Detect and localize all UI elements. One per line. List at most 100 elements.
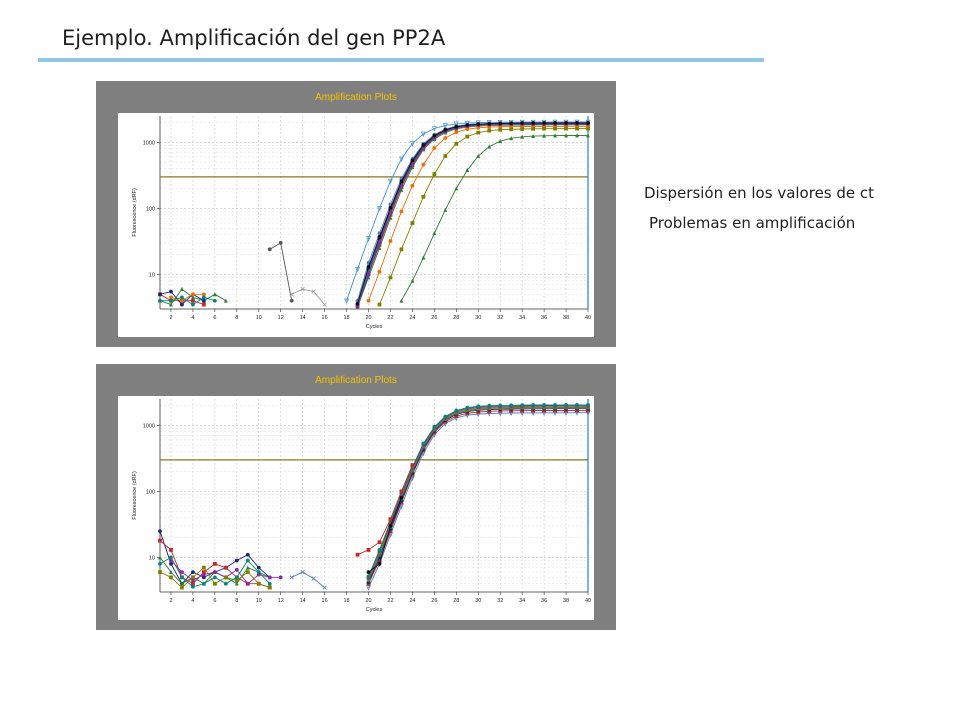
data-point (421, 194, 426, 199)
x-tick-label: 8 (235, 315, 238, 321)
data-point (355, 266, 360, 273)
series-line (379, 128, 588, 305)
data-point (388, 275, 393, 280)
data-point (564, 133, 568, 138)
data-point (158, 292, 162, 297)
data-point (399, 298, 404, 303)
data-point (542, 121, 547, 125)
x-tick-label: 30 (475, 315, 481, 321)
data-point (366, 570, 371, 575)
data-point (366, 265, 371, 269)
data-point (191, 578, 195, 583)
data-point (542, 133, 547, 138)
x-tick-label: 32 (497, 598, 503, 604)
data-point (465, 134, 470, 139)
data-point (289, 292, 294, 297)
data-point (366, 548, 371, 552)
data-point (388, 524, 393, 528)
data-point (245, 552, 250, 557)
data-point (377, 561, 382, 566)
data-point (191, 302, 195, 307)
x-tick-label: 14 (300, 598, 306, 604)
data-point (212, 298, 217, 303)
data-point (212, 581, 217, 586)
data-point (443, 136, 448, 140)
data-point (158, 538, 162, 543)
data-point (169, 569, 173, 575)
data-point (553, 133, 557, 138)
x-tick-label: 10 (256, 598, 262, 604)
data-point (398, 156, 404, 163)
data-point (377, 548, 382, 552)
data-point (409, 141, 415, 147)
data-point (300, 286, 305, 292)
x-tick-label: 12 (278, 315, 284, 321)
data-point (201, 292, 206, 297)
data-point (267, 247, 272, 252)
plot-title: Amplification Plots (315, 92, 397, 103)
data-point (421, 255, 426, 260)
data-point (432, 424, 437, 429)
data-point (267, 575, 272, 580)
data-point (355, 301, 360, 306)
x-tick-label: 40 (585, 315, 591, 321)
data-point (454, 186, 459, 191)
data-point (520, 121, 525, 126)
data-point (575, 121, 579, 125)
grid (160, 116, 589, 310)
data-point (421, 441, 426, 446)
data-point (201, 572, 206, 577)
data-point (158, 561, 162, 566)
data-point (322, 302, 327, 307)
data-point (212, 575, 217, 580)
x-tick-label: 28 (453, 315, 459, 321)
series-line (357, 122, 588, 304)
data-point (420, 131, 426, 138)
y-tick-label: 10 (149, 272, 155, 278)
data-point (410, 164, 415, 170)
data-point (553, 403, 557, 407)
x-tick-label: 40 (585, 598, 591, 604)
data-point (158, 298, 162, 303)
x-tick-label: 14 (300, 315, 306, 321)
data-point (531, 126, 536, 131)
data-point (553, 126, 557, 131)
data-point (520, 127, 525, 131)
data-point (443, 154, 448, 158)
title-underline (38, 58, 764, 62)
data-point (377, 540, 382, 545)
data-point (223, 575, 228, 580)
y-axis-label: Fluorescence (dRF) (132, 188, 138, 237)
data-point (476, 125, 481, 130)
data-point (454, 124, 459, 129)
data-point (180, 570, 184, 575)
amplification-plot-panel-1: Amplification Plots 2 4 6 8 10 12 14 16 18 20 22 24… (96, 81, 616, 347)
x-tick-label: 26 (431, 315, 437, 321)
data-point (421, 143, 426, 147)
data-point (180, 575, 184, 580)
data-point (366, 585, 371, 591)
series-10 (355, 121, 590, 306)
note-amplification-problems: Problemas en amplificación (649, 214, 856, 232)
data-point (377, 235, 382, 239)
data-point (311, 576, 316, 581)
x-tick-label: 32 (497, 315, 503, 321)
data-point (399, 179, 404, 184)
data-point (454, 408, 459, 413)
data-point (432, 146, 437, 150)
data-point (223, 565, 228, 570)
series-line (291, 571, 325, 588)
data-point (377, 558, 382, 563)
x-tick-label: 36 (541, 598, 547, 604)
data-point (300, 569, 305, 575)
data-point (399, 209, 404, 214)
data-point (487, 144, 492, 149)
data-point (256, 565, 261, 570)
data-point (344, 298, 350, 304)
data-point (575, 403, 579, 407)
data-point (278, 575, 283, 580)
grid (160, 399, 589, 593)
x-tick-label: 34 (519, 598, 525, 604)
data-point (191, 295, 195, 300)
series-line (357, 123, 588, 307)
